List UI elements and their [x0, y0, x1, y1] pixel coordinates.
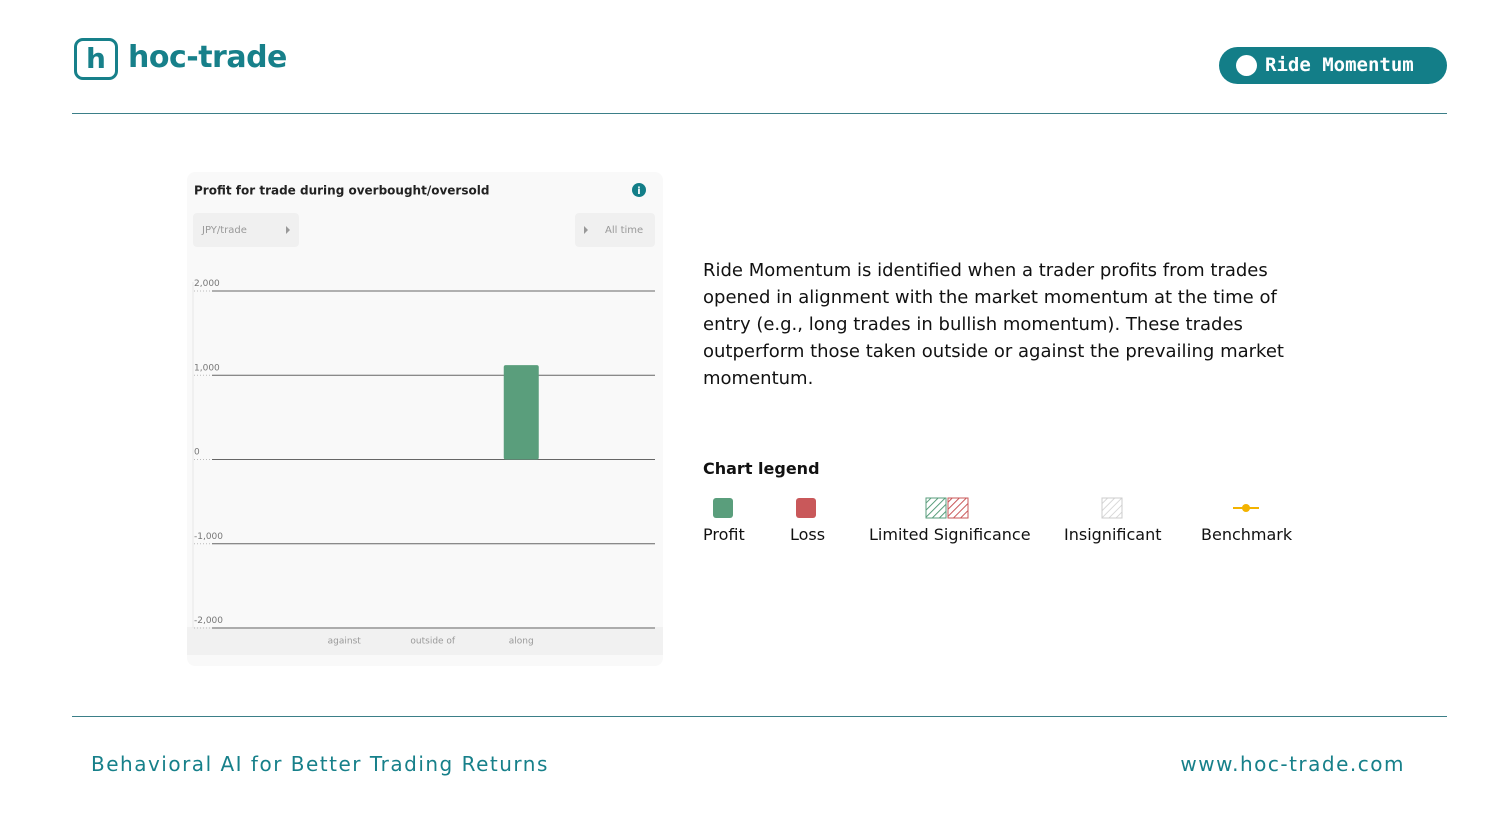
- y-tick-label: -1,000: [194, 532, 223, 542]
- legend-label: Profit: [703, 525, 745, 544]
- legend-label: Insignificant: [1064, 525, 1162, 544]
- swatch-limited-loss: [947, 497, 969, 519]
- description: Ride Momentum is identified when a trade…: [703, 260, 1284, 389]
- y-tick-label: 2,000: [194, 279, 220, 289]
- y-tick-label: -2,000: [194, 616, 223, 626]
- bar: [503, 365, 539, 460]
- unit-selector[interactable]: [193, 213, 299, 247]
- legend-swatches: [713, 497, 1259, 519]
- selector-arrow: [286, 226, 290, 234]
- chart: Profit for trade during overbought/overs…: [187, 183, 663, 655]
- logo: hoc-trade: [128, 40, 287, 75]
- swatch-insignificant: [1101, 497, 1123, 519]
- y-tick-label: 0: [194, 448, 200, 458]
- period-selector[interactable]: [575, 213, 655, 247]
- legend-label: Benchmark: [1201, 525, 1293, 544]
- selector-arrow: [584, 226, 588, 234]
- x-tick-label: against: [328, 637, 362, 647]
- period-selector-label: All time: [605, 225, 643, 236]
- swatch-loss: [796, 498, 816, 518]
- swatch-limited-profit: [925, 497, 947, 519]
- x-axis-strip: [187, 627, 663, 655]
- badge: Ride Momentum: [1219, 47, 1447, 84]
- chart-title: Profit for trade during overbought/overs…: [194, 184, 489, 198]
- y-tick-label: 1,000: [194, 363, 220, 373]
- swatch-profit: [713, 498, 733, 518]
- x-tick-label: outside of: [410, 637, 456, 647]
- x-tick-label: along: [509, 637, 534, 647]
- chart-card: [187, 172, 663, 666]
- legend-title: Chart legend: [703, 459, 820, 478]
- info-icon[interactable]: [632, 183, 646, 197]
- legend-label: Limited Significance: [869, 525, 1031, 544]
- url: www.hoc-trade.com: [1180, 752, 1405, 776]
- info-icon-glyph: i: [637, 186, 640, 197]
- logo-icon: h: [74, 38, 118, 80]
- unit-selector-label: JPY/trade: [201, 225, 247, 236]
- badge-dot: [1236, 55, 1257, 76]
- swatch-benchmark-dot: [1242, 504, 1250, 512]
- tagline: Behavioral AI for Better Trading Returns: [91, 752, 549, 776]
- legend-label: Loss: [790, 525, 826, 544]
- divider: [72, 113, 1447, 114]
- divider: [72, 716, 1447, 717]
